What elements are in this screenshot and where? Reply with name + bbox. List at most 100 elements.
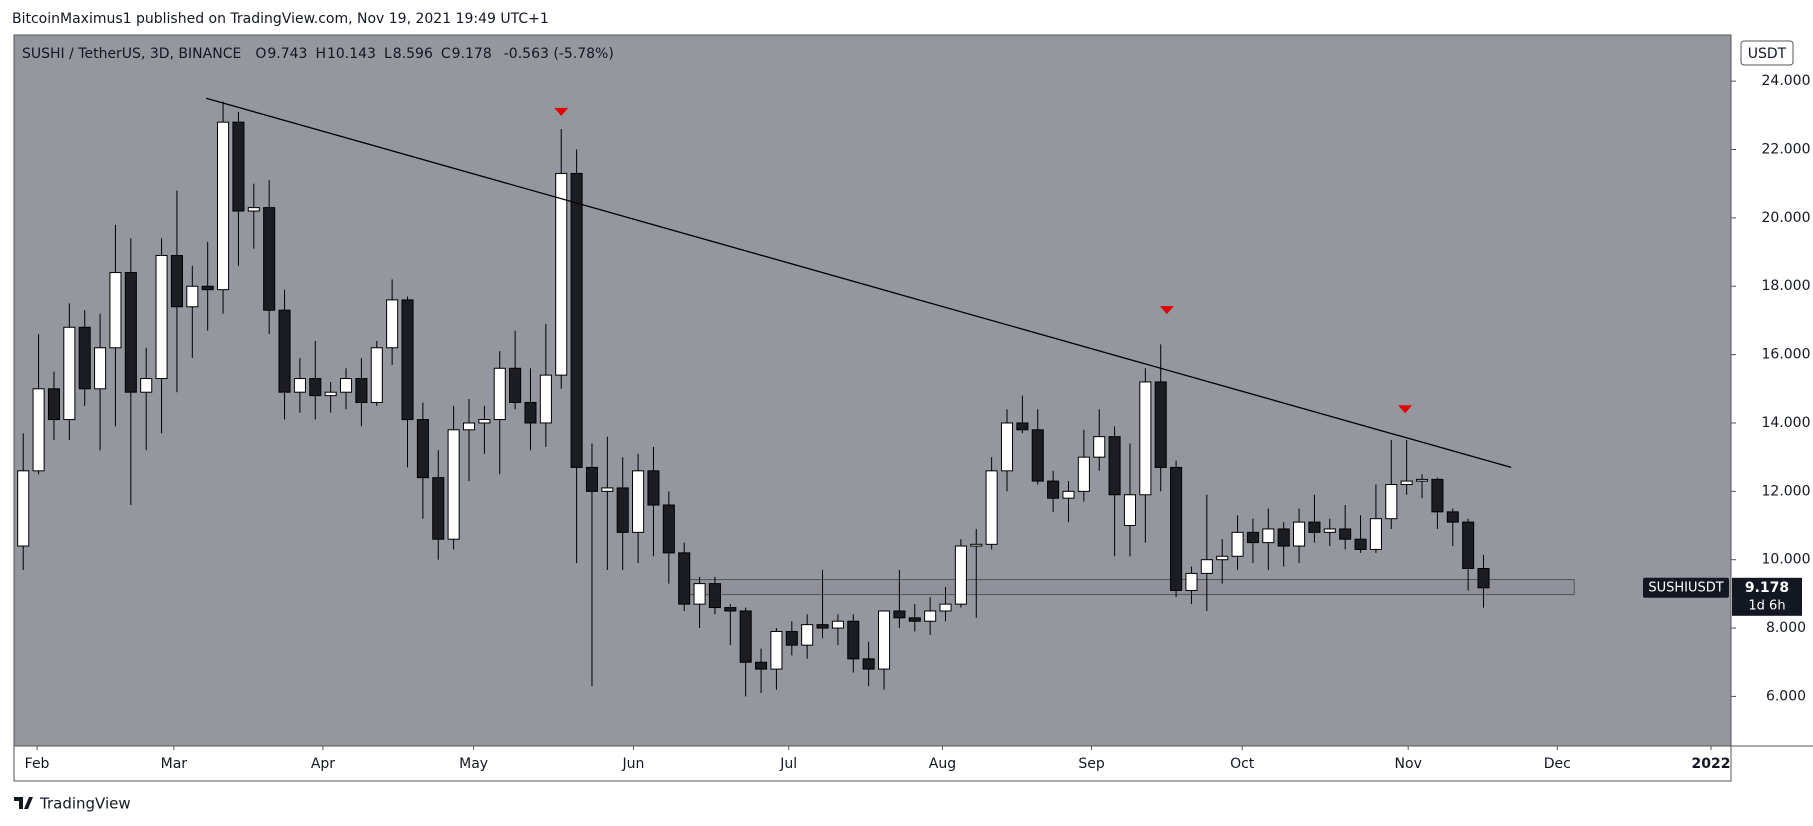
candle-body [893, 610, 906, 619]
candle-body [278, 309, 291, 393]
publisher: BitcoinMaximus1 published on TradingView… [12, 11, 549, 27]
candle-body [954, 545, 967, 605]
candle-body [293, 378, 306, 393]
candle-body [386, 299, 399, 349]
y-tick-label: 16.000 [1762, 347, 1811, 363]
candle-body [324, 391, 337, 397]
symbol-title: SUSHI / TetherUS, 3D, BINANCE [22, 46, 241, 62]
candle-body [1385, 484, 1398, 520]
candle-body [339, 378, 353, 393]
rejection-marker [554, 107, 569, 116]
candle-body [155, 254, 168, 380]
y-tick-label: 6.000 [1766, 688, 1806, 704]
candle-body [447, 429, 460, 540]
candle-body [478, 419, 491, 424]
y-tick-label: 14.000 [1762, 415, 1811, 431]
candle-body [662, 504, 675, 554]
candle-body [1185, 572, 1198, 591]
x-tick-label: Nov [1395, 756, 1422, 772]
candle-body [1415, 478, 1429, 482]
candle-body [355, 378, 368, 403]
legend-value: 9.743 [267, 46, 307, 62]
candle-body [1231, 531, 1244, 557]
y-tick-label: 8.000 [1766, 620, 1806, 636]
y-tick-label: 22.000 [1762, 142, 1811, 158]
candle-body [1216, 555, 1229, 561]
candle-body [124, 272, 137, 393]
candle-body [509, 367, 522, 403]
candle-body [739, 610, 752, 663]
candle-body [370, 347, 383, 403]
y-tick-label: 24.000 [1762, 73, 1811, 89]
candle-body [1323, 528, 1336, 533]
candle-body [632, 470, 645, 533]
currency-box [1740, 40, 1794, 66]
candle-body [186, 285, 199, 308]
candle-body [1108, 436, 1121, 496]
symbol-label: SUSHIUSDT [1648, 580, 1723, 595]
candle-body [201, 285, 214, 291]
rejection-marker [1159, 306, 1174, 315]
candle-body [1093, 436, 1106, 458]
candle-body [570, 172, 583, 468]
candle-body [1462, 521, 1475, 569]
candle-body [847, 620, 860, 660]
trendline [205, 97, 1512, 469]
brand-logo [14, 797, 33, 809]
candle-body [1308, 521, 1321, 533]
candle-body [647, 470, 660, 506]
candle-body [63, 326, 76, 421]
price-box [1732, 577, 1802, 616]
candle-body [32, 388, 45, 472]
brand: TradingView [39, 795, 131, 813]
candle-body [970, 543, 983, 547]
legend-value: 10.143 [327, 46, 376, 62]
candle-body [17, 470, 30, 547]
candle-body [585, 466, 599, 492]
legend-key: O [255, 46, 266, 62]
candle-body [770, 630, 783, 670]
candle-body [462, 422, 476, 431]
candle-body [432, 477, 445, 540]
x-tick-label: Feb [25, 756, 50, 772]
legend-value: 9.178 [452, 46, 492, 62]
candle-body [1339, 528, 1352, 540]
candle-body [94, 347, 107, 390]
candle-body [1047, 480, 1060, 499]
candle-body [816, 624, 829, 629]
candle-body [831, 620, 844, 629]
candle-body [1477, 567, 1490, 589]
legend-key: C [441, 46, 451, 62]
candle-body [1123, 494, 1137, 527]
candle-body [1000, 422, 1014, 472]
candle-body [1139, 381, 1152, 496]
candle-body [309, 378, 322, 397]
candle-body [1262, 528, 1275, 544]
candle-body [232, 121, 245, 212]
candle-body [1031, 429, 1044, 482]
frame [13, 34, 1732, 782]
rejection-marker [1398, 405, 1413, 414]
y-tick-label: 12.000 [1762, 483, 1811, 499]
x-tick-label: Mar [161, 756, 188, 772]
candle-body [1277, 528, 1290, 547]
x-tick-label: May [459, 756, 488, 772]
candle-body [1077, 456, 1090, 492]
candle-body [616, 487, 629, 533]
candle-body [1062, 490, 1075, 499]
candle-body [416, 419, 429, 479]
plot-area [14, 35, 1731, 746]
candle-body [401, 299, 414, 421]
y-tick-label: 20.000 [1762, 210, 1811, 226]
candle-body [1446, 511, 1459, 523]
candle-body [693, 583, 706, 605]
x-tick-label: 2022 [1692, 756, 1731, 772]
x-tick-label: Aug [929, 756, 956, 772]
x-tick-label: Jul [779, 756, 797, 772]
legend-value: 8.596 [393, 46, 433, 62]
candle-body [601, 487, 614, 492]
candle-body [555, 172, 568, 376]
candle-body [1431, 478, 1444, 513]
candle-body [1200, 559, 1213, 574]
x-tick-label: Dec [1544, 756, 1571, 772]
